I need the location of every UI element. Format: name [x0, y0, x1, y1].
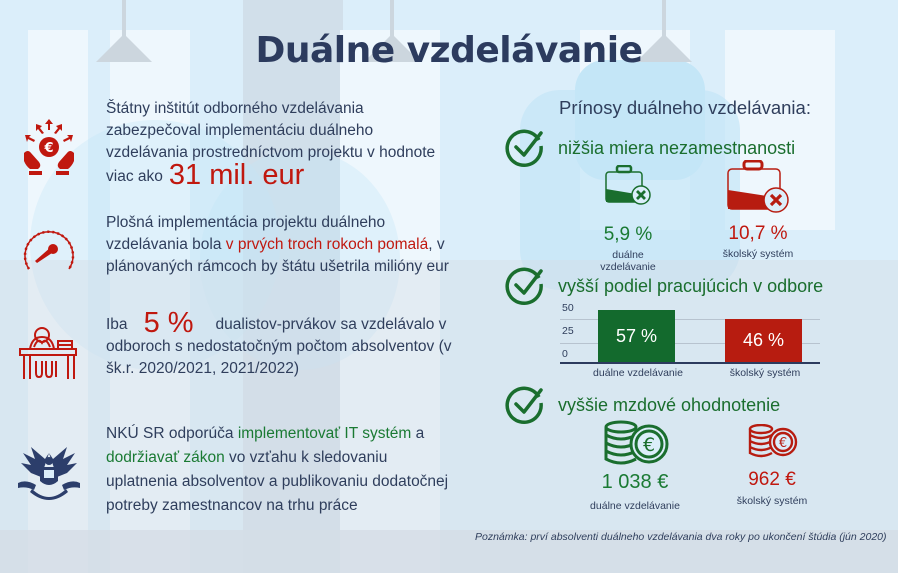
benefit-label: nižšia miera nezamestnanosti — [558, 137, 796, 158]
finding-text: Plošná implementácia projektu duálneho v… — [106, 214, 449, 275]
wage-school: € 962 € školský systém — [722, 423, 822, 507]
gridline — [560, 319, 820, 320]
stat-value: 5,9 % — [603, 224, 653, 245]
briefcase-x-icon — [605, 164, 651, 205]
svg-text:€: € — [779, 436, 787, 451]
recommendation-nku: NKÚ SR odporúča implementovať IT systém … — [14, 422, 454, 542]
benefit-label: vyššie mzdové ohodnotenie — [558, 394, 781, 415]
stat-caption: duálne vzdelávanie — [590, 500, 680, 512]
finding-project-cost: € Štátny inštitút odborného vzdelávania … — [14, 98, 454, 198]
nku-eagle-emblem-icon — [14, 440, 84, 510]
gridline — [560, 343, 820, 344]
svg-text:€: € — [643, 434, 655, 456]
recommendation-text: NKÚ SR odporúča implementovať IT systém … — [106, 425, 449, 514]
stat-caption: školský systém — [736, 495, 808, 507]
stat-caption: duálne vzdelávanie — [600, 249, 656, 273]
check-icon — [505, 129, 543, 167]
wage-dual: € 1 038 € duálne vzdelávanie — [590, 420, 680, 512]
unemployment-dual: 5,9 % duálne vzdelávanie — [588, 164, 668, 273]
check-icon — [505, 267, 543, 305]
law-highlight: dodržiavať zákon — [106, 449, 225, 466]
finding-text: Iba 5 % dualistov-prvákov sa vzdelávalo v … — [106, 307, 452, 378]
stat-value: 962 € — [748, 469, 796, 490]
bar-dual: 57 % — [598, 310, 675, 362]
y-tick: 0 — [562, 348, 568, 360]
y-tick: 25 — [562, 325, 574, 337]
slow-highlight: v prvých troch rokoch pomalá — [225, 236, 429, 253]
speedometer-icon — [14, 212, 84, 282]
benefit-label: vyšší podiel pracujúcich v odbore — [558, 275, 824, 296]
benefit-employed-in-field: vyšší podiel pracujúcich v odbore — [505, 266, 823, 306]
hands-euro-icon: € — [14, 112, 84, 182]
finding-slow-implementation: Plošná implementácia projektu duálneho v… — [14, 212, 454, 302]
stat-value: 10,7 % — [728, 223, 788, 244]
y-tick: 50 — [562, 302, 574, 314]
benefits-title: Prínosy duálneho vzdelávania: — [559, 97, 811, 118]
briefcase-x-icon — [727, 159, 789, 213]
check-icon — [505, 386, 543, 424]
bar-value: 57 % — [615, 325, 658, 346]
amount-highlight: 31 mil. eur — [168, 159, 305, 191]
unemployment-school: 10,7 % školský systém — [708, 159, 808, 260]
x-axis — [560, 362, 820, 364]
svg-text:€: € — [43, 141, 53, 156]
bar-school: 46 % — [725, 319, 802, 362]
stat-value: 1 038 € — [601, 471, 669, 493]
x-label: duálne vzdelávanie — [593, 367, 683, 379]
page-title: Duálne vzdelávanie — [255, 30, 643, 71]
stressed-student-desk-icon — [14, 318, 84, 388]
coins-euro-icon: € — [604, 420, 669, 465]
employment-bar-chart: 50 25 0 57 % 46 % duálne vzdelávanie ško… — [560, 300, 840, 379]
finding-text: Štátny inštitút odborného vzdelávania za… — [106, 100, 436, 191]
benefit-unemployment: nižšia miera nezamestnanosti — [505, 128, 795, 168]
footnote: Poznámka: prví absolventi duálneho vzdel… — [475, 531, 887, 543]
x-label: školský systém — [729, 367, 801, 379]
benefit-higher-wage: vyššie mzdové ohodnotenie — [505, 385, 780, 425]
percent-highlight: 5 % — [143, 307, 194, 339]
finding-five-percent: Iba 5 % dualistov-prvákov sa vzdelávalo v … — [14, 307, 454, 392]
stat-caption: školský systém — [722, 248, 794, 260]
it-system-highlight: implementovať IT systém — [237, 425, 412, 442]
bar-value: 46 % — [742, 330, 785, 350]
coins-euro-icon: € — [748, 423, 798, 458]
